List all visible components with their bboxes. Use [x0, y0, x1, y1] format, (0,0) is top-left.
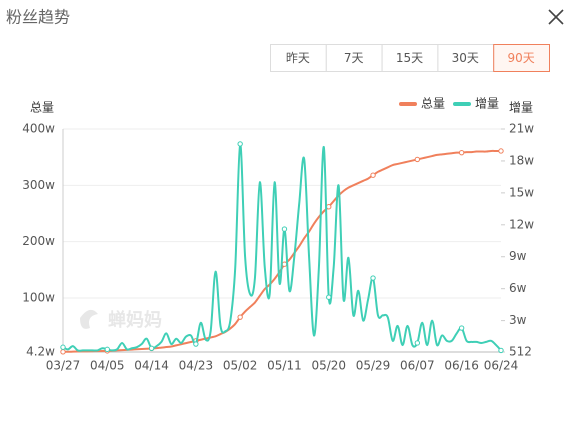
x-tick-label: 06/16: [444, 359, 479, 373]
tab-box: [325, 44, 383, 72]
y2-tick-label: 12w: [509, 217, 534, 231]
point: [414, 340, 421, 346]
y2-tick-label: 21w: [509, 122, 534, 136]
y2-axis-title: 增量: [509, 101, 533, 115]
watermark-logo: [80, 309, 98, 329]
x-tick-label: 05/11: [267, 359, 302, 373]
watermark-text: 蝉妈妈: [108, 309, 162, 331]
panel-title: 粉丝趋势: [6, 8, 70, 27]
y-tick-label: 4.2w: [26, 345, 55, 359]
y-axis-title: 总量: [30, 101, 54, 115]
y-tick-label: 200w: [22, 234, 55, 248]
legend-label: 增量: [475, 97, 499, 111]
point: [498, 148, 504, 154]
x-tick-label: 03/27: [46, 359, 81, 373]
point: [193, 341, 199, 347]
x-tick-label: 05/02: [223, 359, 258, 373]
point: [498, 347, 504, 354]
x-tick-label: 06/24: [484, 359, 519, 373]
tab[interactable]: 30天: [437, 44, 495, 72]
x-tick-label: 06/07: [400, 359, 435, 373]
tab[interactable]: 15天: [381, 44, 439, 72]
point: [370, 275, 376, 281]
legend-label: 总量: [421, 97, 445, 111]
close-icon: [548, 9, 564, 25]
point: [458, 149, 465, 156]
watermark: 蝉妈妈: [80, 309, 162, 331]
tab[interactable]: 90天: [493, 44, 551, 72]
point: [60, 344, 66, 350]
tab-box: [493, 44, 551, 72]
point: [60, 349, 66, 355]
point: [326, 294, 332, 300]
y-tick-label: 100w: [22, 291, 55, 305]
point: [370, 172, 376, 178]
point: [104, 346, 110, 353]
y2-tick-label: 18w: [509, 153, 534, 167]
point: [237, 314, 243, 320]
tab-label: 7天: [344, 51, 364, 65]
y-tick-label: 300w: [22, 178, 55, 192]
point: [281, 261, 288, 267]
point: [148, 345, 155, 351]
y2-tick-label: 6w: [509, 281, 527, 295]
tab-box: [381, 44, 439, 72]
y2-tick-label: 9w: [509, 249, 527, 263]
close-button[interactable]: [548, 9, 564, 25]
x-tick-label: 04/14: [134, 359, 169, 373]
x-tick-label: 04/23: [179, 359, 214, 373]
y-tick-label: 400w: [22, 122, 55, 136]
y2-tick-label: 3w: [509, 313, 527, 327]
tab[interactable]: 昨天: [270, 44, 327, 72]
x-tick-label: 04/05: [90, 359, 125, 373]
series-line: [62, 142, 502, 352]
y2-tick-label: 512: [509, 345, 532, 359]
x-tick-label: 05/20: [311, 359, 346, 373]
tab-group: 昨天 7天 15天 30天 90天: [270, 44, 551, 72]
point: [458, 325, 465, 331]
tab-label: 15天: [396, 51, 423, 65]
tab[interactable]: 7天: [325, 44, 383, 72]
tab-box: [437, 44, 495, 72]
tab-label: 昨天: [286, 51, 310, 65]
point: [281, 226, 288, 232]
tab-label: 30天: [452, 51, 479, 65]
point: [326, 204, 332, 210]
tab-label: 90天: [507, 51, 534, 65]
y2-tick-label: 15w: [509, 185, 534, 199]
x-tick-label: 05/29: [356, 359, 391, 373]
point: [414, 156, 421, 163]
point: [237, 141, 243, 147]
